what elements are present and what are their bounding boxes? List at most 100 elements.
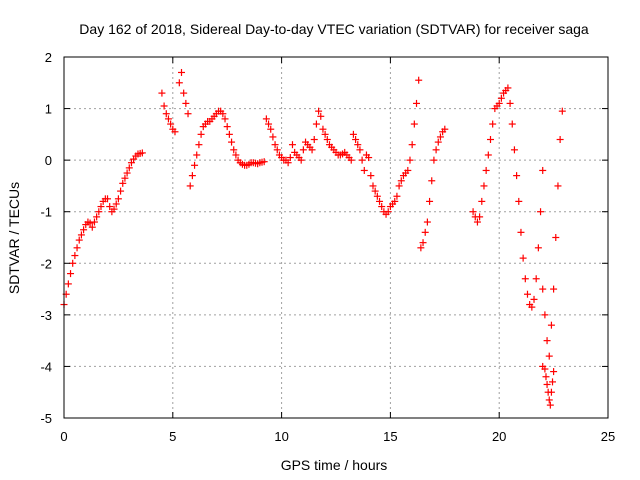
- data-point: [160, 102, 168, 110]
- x-tick-label: 20: [492, 429, 506, 444]
- data-point: [406, 156, 414, 164]
- data-point: [323, 136, 331, 144]
- data-point: [369, 182, 377, 190]
- data-point: [186, 182, 194, 190]
- x-tick-label: 25: [601, 429, 615, 444]
- data-point: [376, 197, 384, 205]
- data-point: [90, 218, 98, 226]
- data-point: [552, 234, 560, 241]
- data-point: [67, 270, 75, 278]
- data-point: [127, 159, 135, 167]
- y-tick-label: 2: [45, 50, 52, 65]
- y-tick-label: -4: [40, 359, 52, 374]
- data-point: [262, 115, 270, 123]
- data-point: [123, 169, 131, 177]
- data-point: [517, 228, 525, 236]
- data-point: [114, 195, 122, 203]
- data-point: [167, 120, 175, 128]
- data-point: [558, 107, 566, 115]
- data-point: [497, 94, 505, 102]
- data-point: [413, 99, 421, 107]
- data-point: [312, 120, 320, 128]
- data-point: [77, 231, 85, 239]
- data-point: [426, 197, 434, 205]
- data-point: [112, 200, 120, 208]
- data-point: [530, 295, 538, 303]
- data-point: [195, 141, 203, 149]
- x-tick-label: 10: [274, 429, 288, 444]
- data-point: [310, 136, 318, 144]
- data-point: [158, 89, 166, 97]
- data-point: [73, 244, 81, 252]
- data-point: [71, 252, 79, 260]
- data-point: [534, 244, 542, 252]
- axis-ticks: [63, 56, 609, 419]
- data-point: [367, 172, 375, 180]
- data-point: [545, 396, 553, 404]
- data-point: [506, 99, 514, 107]
- data-point: [410, 120, 418, 128]
- data-point: [519, 254, 527, 262]
- data-point: [286, 154, 294, 162]
- data-point: [297, 156, 305, 164]
- data-point: [138, 149, 146, 157]
- data-point: [395, 182, 403, 190]
- data-point: [550, 368, 558, 376]
- data-point: [356, 146, 364, 154]
- grid-lines: [64, 57, 608, 418]
- data-point: [532, 275, 540, 283]
- data-point: [75, 236, 83, 244]
- data-point: [284, 159, 292, 167]
- data-point: [321, 130, 329, 138]
- data-point: [352, 136, 360, 144]
- data-point: [549, 378, 557, 386]
- data-point: [547, 321, 555, 329]
- data-point: [171, 128, 179, 136]
- data-point: [521, 275, 529, 283]
- data-point: [119, 179, 127, 187]
- data-point: [550, 285, 558, 293]
- data-point: [95, 208, 103, 216]
- y-tick-label: 1: [45, 102, 52, 117]
- x-tick-label: 5: [169, 429, 176, 444]
- data-point: [515, 197, 523, 205]
- x-tick-label: 0: [60, 429, 67, 444]
- data-point: [308, 146, 316, 154]
- data-point: [476, 213, 484, 221]
- x-tick-label: 15: [383, 429, 397, 444]
- data-point: [225, 130, 233, 138]
- data-point: [125, 164, 133, 172]
- data-point: [182, 99, 190, 107]
- data-point: [539, 166, 547, 174]
- data-point: [537, 208, 545, 216]
- data-point: [441, 125, 449, 133]
- data-point: [542, 373, 550, 381]
- plot-frame: [63, 56, 609, 419]
- data-point: [543, 337, 551, 345]
- chart-title: Day 162 of 2018, Sidereal Day-to-day VTE…: [79, 21, 589, 37]
- data-point: [110, 205, 118, 213]
- data-point: [269, 133, 277, 141]
- data-point: [421, 228, 429, 236]
- data-point: [504, 84, 512, 92]
- data-point: [397, 177, 405, 185]
- data-point: [495, 99, 503, 107]
- y-tick-labels: 2 1 0 -1 -2 -3 -4 -5: [40, 50, 52, 426]
- data-point: [543, 380, 551, 388]
- data-point: [419, 239, 427, 247]
- data-points: [60, 68, 566, 409]
- data-point: [267, 125, 275, 133]
- data-point: [384, 208, 392, 216]
- y-tick-label: -5: [40, 411, 52, 426]
- x-tick-labels: 0 5 10 15 20 25: [60, 429, 615, 444]
- data-point: [478, 197, 486, 205]
- data-point: [223, 123, 231, 131]
- data-point: [319, 125, 327, 133]
- y-tick-label: 0: [45, 153, 52, 168]
- data-point: [117, 187, 125, 195]
- data-point: [473, 218, 481, 226]
- data-point: [191, 161, 199, 169]
- data-point: [436, 133, 444, 141]
- data-point: [317, 112, 325, 120]
